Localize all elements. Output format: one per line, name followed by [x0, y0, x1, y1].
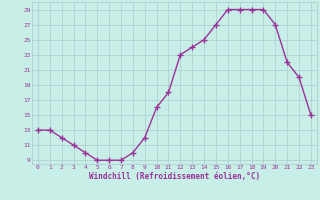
X-axis label: Windchill (Refroidissement éolien,°C): Windchill (Refroidissement éolien,°C) [89, 172, 260, 181]
